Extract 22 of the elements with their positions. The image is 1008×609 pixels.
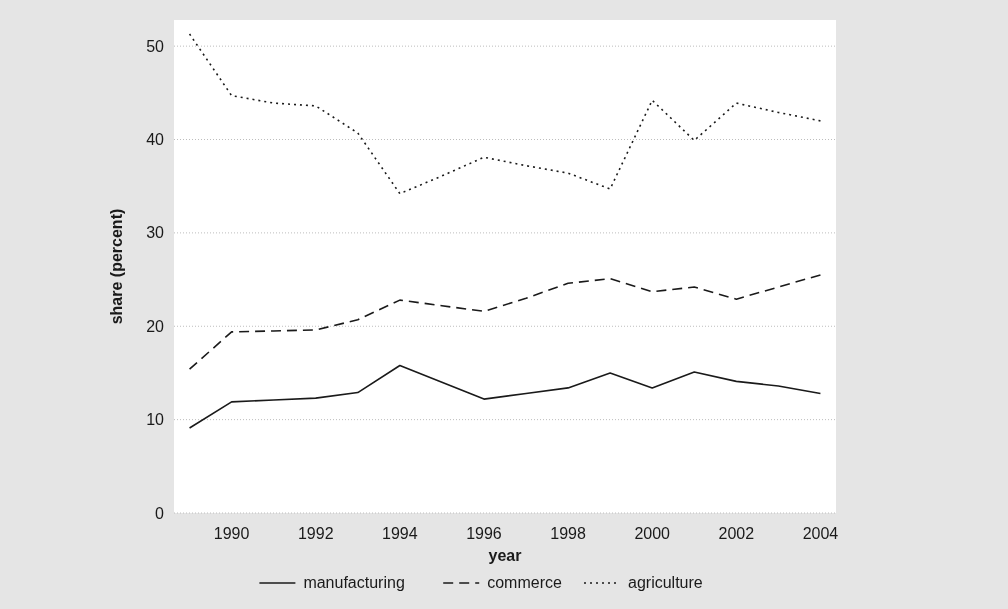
x-tick-label: 1998 bbox=[550, 525, 586, 542]
legend-label: manufacturing bbox=[303, 574, 405, 591]
x-tick-label: 2000 bbox=[634, 525, 671, 542]
x-tick-label: 1992 bbox=[297, 525, 334, 542]
y-tick-label: 10 bbox=[146, 411, 165, 429]
y-tick-label: 20 bbox=[146, 317, 165, 335]
x-axis-title: year bbox=[488, 547, 522, 564]
line-series bbox=[188, 274, 822, 371]
x-tick-label: 1996 bbox=[466, 525, 502, 542]
x-tick-label: 2002 bbox=[718, 525, 755, 542]
line-series bbox=[188, 33, 822, 195]
line-series bbox=[188, 364, 822, 429]
x-tick-label: 2004 bbox=[802, 525, 839, 542]
y-tick-label: 30 bbox=[146, 224, 165, 242]
legend-label: commerce bbox=[487, 574, 562, 591]
y-tick-label: 50 bbox=[146, 37, 165, 55]
y-tick-label: 0 bbox=[155, 504, 165, 522]
y-axis-title: share (percent) bbox=[108, 208, 125, 325]
x-tick-label: 1990 bbox=[213, 525, 250, 542]
x-tick-label: 1994 bbox=[382, 525, 418, 542]
legend-label: agriculture bbox=[628, 574, 703, 591]
y-tick-label: 40 bbox=[146, 131, 165, 149]
